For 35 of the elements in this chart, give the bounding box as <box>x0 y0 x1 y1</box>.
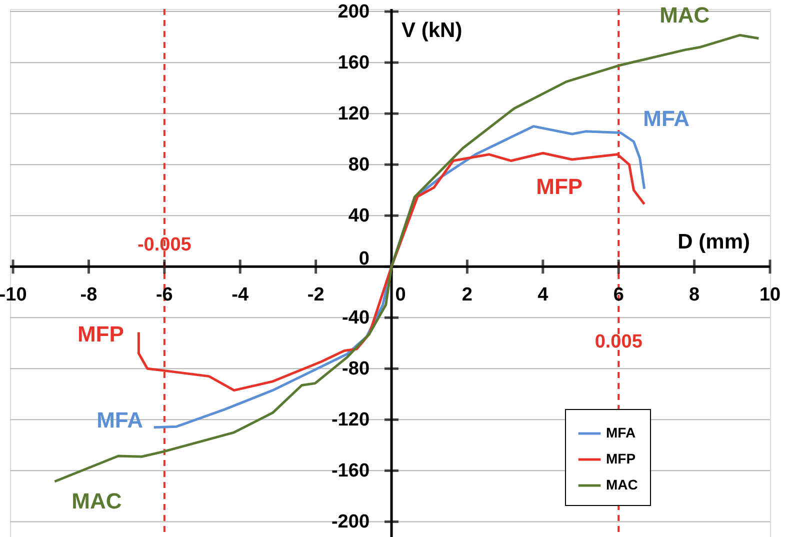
legend-label: MAC <box>606 476 638 492</box>
x-tick-label: 6 <box>613 284 624 306</box>
y-tick-label: -200 <box>331 512 370 533</box>
y-tick-label: -40 <box>342 308 370 329</box>
x-tick-label: 2 <box>462 284 472 306</box>
y-axis-title: V (kN) <box>402 19 462 42</box>
x-tick-label: -6 <box>156 284 173 306</box>
legend-label: MFA <box>606 424 636 440</box>
x-tick-label: -8 <box>80 284 98 306</box>
annotation: 0.005 <box>594 332 643 353</box>
x-tick-label: 8 <box>689 284 700 306</box>
annotation: -0.005 <box>137 234 192 256</box>
y-tick-label: 200 <box>338 2 370 23</box>
legend-label: MFP <box>606 450 636 466</box>
y-tick-label: -160 <box>331 460 370 482</box>
y-tick-label: 120 <box>338 104 370 125</box>
x-axis-title: D (mm) <box>678 230 750 254</box>
y-tick-label: 40 <box>348 206 370 227</box>
y-tick-label: 160 <box>338 52 370 74</box>
x-tick-label: 4 <box>538 284 549 306</box>
x-tick-label: -10 <box>0 284 27 306</box>
x-tick-label: -2 <box>307 284 324 306</box>
text: MAC <box>72 488 122 514</box>
x-tick-label: 0 <box>395 284 406 306</box>
x-tick-label: 10 <box>759 284 781 306</box>
y-tick-label: 0 <box>358 248 370 270</box>
x-tick-label: -4 <box>232 284 249 306</box>
text: MFA <box>643 106 690 131</box>
text: MAC <box>660 2 710 28</box>
y-tick-label: -120 <box>331 410 370 431</box>
text: MFP <box>536 174 583 200</box>
y-tick-label: -80 <box>342 358 370 380</box>
text: MFA <box>96 407 144 432</box>
text: MFP <box>77 321 124 346</box>
y-tick-label: 80 <box>348 154 370 176</box>
